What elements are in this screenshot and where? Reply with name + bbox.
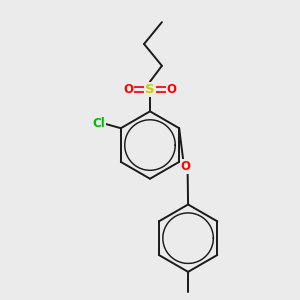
Text: O: O <box>181 160 190 173</box>
Text: O: O <box>167 83 177 96</box>
Text: O: O <box>123 83 133 96</box>
Text: S: S <box>145 83 155 96</box>
Text: Cl: Cl <box>93 117 105 130</box>
